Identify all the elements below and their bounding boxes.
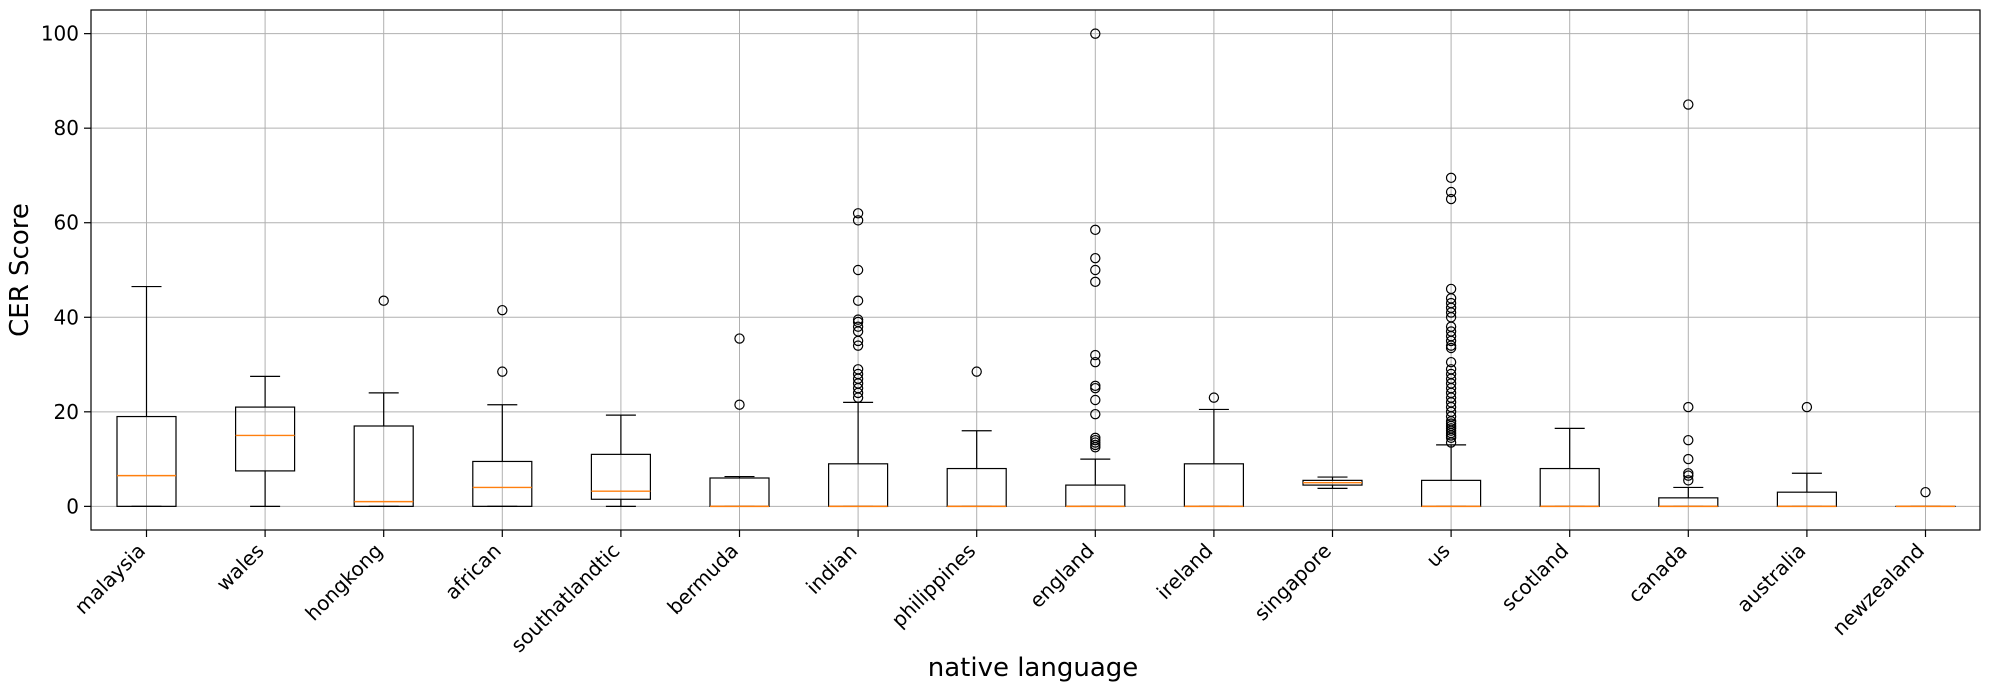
x-tick-label-malaysia: malaysia — [70, 539, 150, 619]
outlier-point — [852, 340, 864, 351]
x-tick-label-singapore: singapore — [1249, 539, 1336, 626]
outlier-point — [1445, 364, 1457, 375]
outlier-point — [1445, 297, 1457, 309]
plot-area-frame — [90, 9, 1981, 531]
outlier-point — [971, 366, 982, 377]
outlier-point — [1090, 380, 1101, 392]
y-tick-label: 80 — [54, 116, 79, 140]
outlier-point — [1090, 252, 1101, 264]
box-newzealand — [1895, 486, 1956, 508]
outlier-point — [852, 364, 864, 375]
x-tick-label-bermuda: bermuda — [662, 539, 743, 620]
x-tick-label-australia: australia — [1732, 539, 1811, 618]
outlier-point — [1445, 326, 1457, 337]
x-tick-label-philippines: philippines — [887, 539, 981, 633]
box-philippines — [946, 366, 1007, 508]
outlier-point — [1090, 356, 1101, 368]
outlier-point — [497, 304, 508, 316]
box-southatlandtic — [590, 414, 652, 507]
x-tick-label-england: england — [1025, 539, 1099, 613]
box-hongkong — [353, 295, 414, 507]
y-tick-label: 100 — [41, 22, 79, 46]
x-tick-label-canada: canada — [1623, 539, 1692, 608]
outlier-point — [1090, 408, 1101, 420]
box-australia — [1776, 401, 1838, 508]
box-indian — [827, 208, 889, 508]
iqr-box — [235, 406, 296, 472]
outlier-point — [1090, 432, 1101, 444]
box-scotland — [1539, 427, 1600, 508]
x-tick-label-indian: indian — [801, 539, 861, 599]
outlier-point — [1445, 172, 1457, 184]
boxes — [116, 28, 1956, 508]
box-wales — [235, 375, 296, 507]
outlier-point — [852, 208, 864, 219]
outlier-point — [1683, 99, 1694, 110]
x-tick-label-wales: wales — [211, 539, 268, 596]
outlier-point — [1090, 224, 1101, 236]
box-malaysia — [116, 285, 177, 507]
outlier-point — [1445, 368, 1457, 380]
outlier-point — [1445, 356, 1457, 368]
outlier-point — [1683, 401, 1694, 413]
y-tick-label: 0 — [66, 494, 79, 518]
y-tick-label: 60 — [54, 211, 79, 235]
box-singapore — [1302, 476, 1363, 489]
outlier-point — [1090, 28, 1101, 39]
outlier-point — [852, 321, 864, 332]
box-ireland — [1183, 392, 1245, 508]
outlier-point — [1090, 394, 1101, 406]
outlier-point — [852, 215, 864, 226]
outlier-point — [1445, 283, 1457, 295]
box-bermuda — [709, 333, 770, 508]
iqr-box — [116, 415, 177, 507]
outlier-point — [1208, 392, 1220, 403]
iqr-box — [353, 425, 414, 507]
outlier-point — [1683, 434, 1694, 446]
x-axis-label: native language — [928, 653, 1139, 683]
x-tick-label-scotland: scotland — [1496, 539, 1573, 616]
outlier-point — [1445, 186, 1457, 198]
outlier-point — [1090, 264, 1101, 276]
grid-lines — [91, 10, 1980, 530]
box-canada — [1658, 99, 1719, 508]
y-tick-label: 40 — [54, 305, 79, 329]
outlier-point — [852, 314, 864, 325]
outlier-point — [497, 366, 508, 377]
x-tick-label-newzealand: newzealand — [1827, 539, 1929, 641]
iqr-box — [590, 453, 652, 500]
outlier-point — [852, 264, 864, 276]
outlier-point — [1683, 475, 1694, 486]
outlier-point — [734, 399, 745, 410]
box-us — [1420, 172, 1482, 508]
y-axis-ticks: 0 20 40 60 80 100 — [41, 22, 91, 518]
outlier-point — [1683, 453, 1694, 465]
x-tick-label-us: us — [1421, 539, 1454, 572]
outlier-point — [1090, 349, 1101, 361]
outlier-point — [1683, 468, 1694, 479]
x-tick-label-african: african — [440, 539, 506, 605]
outlier-point — [852, 368, 864, 380]
outlier-point — [378, 295, 389, 306]
outlier-point — [1801, 401, 1813, 413]
x-axis-ticks: malaysia wales hongkong african southatlandt… — [70, 530, 1929, 657]
outlier-point — [852, 295, 864, 306]
y-tick-label: 20 — [54, 400, 79, 424]
x-tick-label-hongkong: hongkong — [300, 539, 387, 626]
outlier-point — [1090, 276, 1101, 288]
x-tick-label-southatlandtic: southatlandtic — [506, 539, 624, 657]
y-axis-label: CER Score — [5, 203, 35, 337]
box-england — [1065, 28, 1126, 508]
iqr-box — [472, 460, 533, 507]
box-african — [472, 304, 533, 507]
x-tick-label-ireland: ireland — [1152, 539, 1218, 605]
outlier-point — [734, 333, 745, 344]
outlier-point — [1920, 486, 1931, 498]
outlier-point — [1445, 193, 1457, 205]
